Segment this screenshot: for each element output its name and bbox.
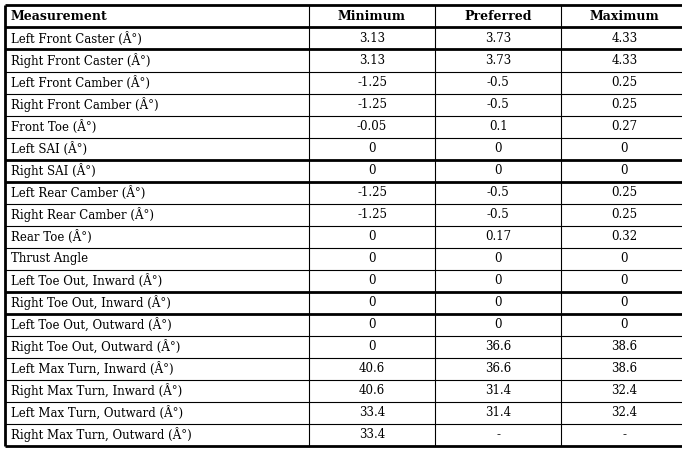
Text: 36.6: 36.6 <box>485 362 512 375</box>
Text: 0: 0 <box>494 142 502 155</box>
Text: Thrust Angle: Thrust Angle <box>11 252 88 265</box>
Text: 32.4: 32.4 <box>611 384 638 397</box>
Text: Minimum: Minimum <box>338 10 406 23</box>
Text: 4.33: 4.33 <box>611 54 638 67</box>
Text: 0: 0 <box>621 274 628 287</box>
Text: Maximum: Maximum <box>589 10 659 23</box>
Text: 31.4: 31.4 <box>485 384 512 397</box>
Text: 38.6: 38.6 <box>611 340 638 353</box>
Text: 0.1: 0.1 <box>489 120 507 133</box>
Text: 0: 0 <box>368 318 376 331</box>
Text: 0.25: 0.25 <box>611 186 638 199</box>
Text: Left Front Caster (Â°): Left Front Caster (Â°) <box>11 31 142 45</box>
Text: Right Toe Out, Outward (Â°): Right Toe Out, Outward (Â°) <box>11 339 180 354</box>
Text: -1.25: -1.25 <box>357 76 387 89</box>
Text: 33.4: 33.4 <box>359 406 385 419</box>
Text: 0: 0 <box>494 296 502 309</box>
Text: -0.05: -0.05 <box>357 120 387 133</box>
Text: 0.25: 0.25 <box>611 98 638 111</box>
Text: 0: 0 <box>368 230 376 243</box>
Text: 3.13: 3.13 <box>359 54 385 67</box>
Text: 0: 0 <box>368 142 376 155</box>
Text: 0.27: 0.27 <box>611 120 638 133</box>
Text: 36.6: 36.6 <box>485 340 512 353</box>
Text: Left Max Turn, Inward (Â°): Left Max Turn, Inward (Â°) <box>11 362 173 376</box>
Text: Left Front Camber (Â°): Left Front Camber (Â°) <box>11 75 150 89</box>
Text: Right Max Turn, Inward (Â°): Right Max Turn, Inward (Â°) <box>11 383 182 398</box>
Text: Left Rear Camber (Â°): Left Rear Camber (Â°) <box>11 186 145 200</box>
Text: 0: 0 <box>621 164 628 177</box>
Text: -1.25: -1.25 <box>357 186 387 199</box>
Text: 0: 0 <box>621 142 628 155</box>
Text: -: - <box>623 428 626 441</box>
Text: Measurement: Measurement <box>11 10 108 23</box>
Text: 0.25: 0.25 <box>611 76 638 89</box>
Text: -0.5: -0.5 <box>487 186 509 199</box>
Text: -1.25: -1.25 <box>357 98 387 111</box>
Text: 3.73: 3.73 <box>485 32 512 45</box>
Text: 3.13: 3.13 <box>359 32 385 45</box>
Text: 0: 0 <box>368 296 376 309</box>
Text: Right Rear Camber (Â°): Right Rear Camber (Â°) <box>11 207 154 222</box>
Text: -: - <box>496 428 500 441</box>
Text: -1.25: -1.25 <box>357 208 387 221</box>
Text: Left SAI (Â°): Left SAI (Â°) <box>11 142 87 156</box>
Text: 0: 0 <box>621 318 628 331</box>
Text: Left Toe Out, Inward (Â°): Left Toe Out, Inward (Â°) <box>11 274 162 288</box>
Text: 0: 0 <box>494 252 502 265</box>
Text: 0: 0 <box>368 164 376 177</box>
Text: Right Front Caster (Â°): Right Front Caster (Â°) <box>11 53 151 68</box>
Text: 31.4: 31.4 <box>485 406 512 419</box>
Text: Rear Toe (Â°): Rear Toe (Â°) <box>11 230 91 244</box>
Text: 0.17: 0.17 <box>485 230 512 243</box>
Text: Right Front Camber (Â°): Right Front Camber (Â°) <box>11 97 158 112</box>
Text: -0.5: -0.5 <box>487 98 509 111</box>
Text: 33.4: 33.4 <box>359 428 385 441</box>
Text: 4.33: 4.33 <box>611 32 638 45</box>
Text: 0: 0 <box>621 252 628 265</box>
Text: 38.6: 38.6 <box>611 362 638 375</box>
Text: 0: 0 <box>621 296 628 309</box>
Text: 0: 0 <box>494 318 502 331</box>
Text: 0: 0 <box>368 274 376 287</box>
Text: 0: 0 <box>368 340 376 353</box>
Text: -0.5: -0.5 <box>487 76 509 89</box>
Text: Left Max Turn, Outward (Â°): Left Max Turn, Outward (Â°) <box>11 406 183 420</box>
Text: -0.5: -0.5 <box>487 208 509 221</box>
Text: 0: 0 <box>368 252 376 265</box>
Text: Right Max Turn, Outward (Â°): Right Max Turn, Outward (Â°) <box>11 427 192 442</box>
Text: Left Toe Out, Outward (Â°): Left Toe Out, Outward (Â°) <box>11 318 172 332</box>
Text: Right SAI (Â°): Right SAI (Â°) <box>11 163 95 178</box>
Text: 0: 0 <box>494 274 502 287</box>
Text: 0.32: 0.32 <box>611 230 638 243</box>
Text: 32.4: 32.4 <box>611 406 638 419</box>
Text: Right Toe Out, Inward (Â°): Right Toe Out, Inward (Â°) <box>11 295 170 310</box>
Text: 0.25: 0.25 <box>611 208 638 221</box>
Text: Front Toe (Â°): Front Toe (Â°) <box>11 119 96 133</box>
Text: 40.6: 40.6 <box>359 384 385 397</box>
Text: 3.73: 3.73 <box>485 54 512 67</box>
Text: Preferred: Preferred <box>464 10 532 23</box>
Text: 0: 0 <box>494 164 502 177</box>
Text: 40.6: 40.6 <box>359 362 385 375</box>
